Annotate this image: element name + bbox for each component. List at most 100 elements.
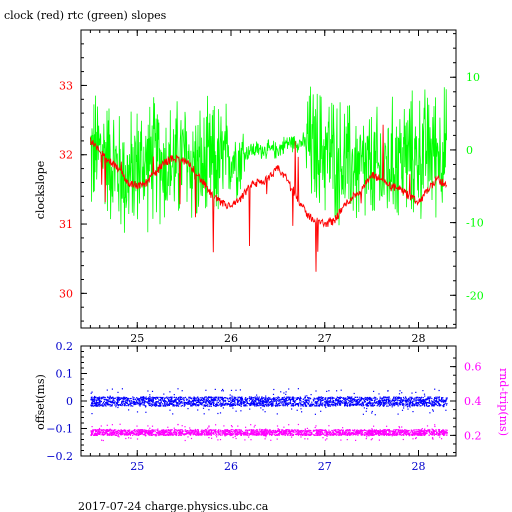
offset-series-point-group-point bbox=[355, 403, 357, 405]
offset-series-point-group-point bbox=[383, 402, 385, 405]
offset-series-point-group-point bbox=[297, 388, 299, 390]
round-trip-series-point-group-point bbox=[387, 430, 390, 432]
offset-series-point-group-point bbox=[222, 398, 224, 400]
round-trip-series-point-group-point bbox=[437, 434, 439, 436]
offset-series-point-group-point bbox=[160, 401, 162, 403]
offset-series-point-group-point bbox=[405, 399, 408, 401]
offset-series-point-group-point bbox=[348, 399, 350, 401]
offset-series-point-group-point bbox=[435, 396, 437, 398]
offset-series-point-group-point bbox=[399, 401, 401, 404]
offset-series-point-group-point bbox=[425, 402, 427, 404]
round-trip-series-point-group-point bbox=[208, 434, 211, 436]
offset-series-point-group-point bbox=[285, 393, 287, 395]
offset-series-point-group-point bbox=[112, 398, 114, 400]
offset-series-point-group-point bbox=[128, 403, 130, 405]
offset-series-point-group-point bbox=[125, 401, 128, 404]
round-trip-series-point-group-point bbox=[157, 432, 159, 435]
offset-series-point-group-point bbox=[308, 403, 310, 405]
round-trip-series-point-group-point bbox=[266, 430, 268, 432]
offset-series-point-group-point bbox=[179, 396, 181, 398]
offset-series-point-group-point bbox=[315, 390, 317, 392]
round-trip-series-point-group-point bbox=[250, 439, 252, 441]
offset-series-point-group-point bbox=[394, 397, 396, 399]
round-trip-series-point-group-point bbox=[259, 428, 261, 430]
offset-series-point-group-point bbox=[398, 396, 401, 398]
round-trip-series-point-group-point bbox=[251, 430, 253, 432]
offset-series-point-group-point bbox=[262, 400, 264, 402]
offset-series-point-group-point bbox=[264, 401, 266, 404]
round-trip-series-point-group-point bbox=[403, 431, 405, 434]
offset-series-point-group-point bbox=[333, 401, 335, 403]
offset-series-point-group-point bbox=[249, 397, 251, 400]
offset-series-point-group-point bbox=[152, 403, 154, 405]
round-trip-series-point-group-point bbox=[370, 439, 372, 441]
offset-series-point-group-point bbox=[261, 396, 263, 398]
offset-series-point-group-point bbox=[327, 403, 329, 405]
round-trip-series-point-group-point bbox=[142, 433, 144, 436]
round-trip-series-point-group-point bbox=[102, 439, 104, 442]
offset-series-point-group-point bbox=[196, 401, 199, 403]
offset-series-point-group-point bbox=[214, 388, 216, 390]
offset-series-point-group-point bbox=[213, 400, 215, 402]
round-trip-series-point-group-point bbox=[350, 434, 352, 436]
offset-series-point-group-point bbox=[396, 401, 398, 404]
round-trip-series-point-group-point bbox=[265, 434, 268, 436]
offset-series-point-group-point bbox=[100, 400, 102, 402]
offset-series-point-group-point bbox=[267, 403, 269, 405]
round-trip-series-point-group-point bbox=[244, 429, 247, 431]
offset-series-point-group-point bbox=[162, 405, 164, 407]
round-trip-series-point-group-point bbox=[360, 429, 363, 431]
offset-series-point-group-point bbox=[151, 390, 154, 392]
offset-series-point-group-point bbox=[298, 403, 300, 405]
offset-series-point-group-point bbox=[307, 402, 309, 405]
offset-series-point-group-point bbox=[173, 396, 176, 398]
round-trip-series-point-group-point bbox=[392, 431, 394, 433]
offset-series-point-group-point bbox=[375, 396, 377, 399]
offset-series-point-group-point bbox=[366, 398, 368, 400]
round-trip-series-point-group-point bbox=[91, 432, 93, 434]
offset-series-point-group-point bbox=[297, 404, 300, 406]
offset-series-point-group-point bbox=[401, 409, 404, 411]
offset-series-point-group-point bbox=[255, 400, 257, 402]
round-trip-series-point-group-point bbox=[309, 430, 311, 432]
round-trip-series-point-group-point bbox=[385, 432, 387, 434]
round-trip-series-point-group-point bbox=[194, 431, 197, 433]
offset-series-point-group-point bbox=[431, 403, 433, 405]
offset-series-point-group-point bbox=[347, 396, 349, 398]
offset-series-point-group-point bbox=[154, 403, 156, 406]
offset-series-point-group-point bbox=[135, 401, 137, 403]
round-trip-series-point-group-point bbox=[389, 434, 391, 436]
round-trip-series-point-group-point bbox=[112, 430, 114, 432]
offset-series-point-group-point bbox=[356, 396, 358, 398]
round-trip-series-point-group-point bbox=[110, 434, 112, 436]
round-trip-series-point-group-point bbox=[305, 432, 307, 434]
offset-series-point-group-point bbox=[127, 398, 129, 400]
round-trip-series-point-group-point bbox=[179, 431, 181, 433]
offset-series-point-group-point bbox=[147, 401, 149, 403]
round-trip-series-point-group-point bbox=[290, 434, 292, 436]
offset-series-point-group-point bbox=[230, 402, 232, 404]
offset-series-point-group-point bbox=[329, 396, 331, 398]
offset-series-point-group-point bbox=[197, 404, 199, 406]
round-trip-series-point-group-point bbox=[362, 430, 364, 432]
offset-series-point-group-point bbox=[173, 404, 175, 407]
offset-series-point-group-point bbox=[121, 404, 123, 406]
offset-series-point-group-point bbox=[302, 404, 304, 406]
round-trip-series-point-group-point bbox=[316, 431, 318, 433]
offset-series-point-group-point bbox=[418, 401, 420, 403]
round-trip-series-point-group-point bbox=[173, 429, 175, 432]
offset-series-point-group-point bbox=[299, 396, 301, 398]
offset-series-point-group-point bbox=[185, 401, 187, 404]
round-trip-series-point-group-point bbox=[157, 431, 159, 433]
offset-series-point-group-point bbox=[360, 403, 362, 405]
round-trip-series-point-group-point bbox=[211, 433, 213, 435]
round-trip-series-point-group-point bbox=[423, 429, 425, 431]
round-trip-series-point-group-point bbox=[309, 431, 311, 433]
offset-series-point-group-point bbox=[164, 405, 166, 407]
offset-series-point-group-point bbox=[384, 396, 387, 398]
round-trip-series-point-group-point bbox=[222, 432, 224, 434]
round-trip-series-point-group-point bbox=[387, 433, 389, 436]
offset-series-point-group-point bbox=[404, 400, 406, 402]
round-trip-series-point-group-point bbox=[285, 432, 287, 434]
round-trip-series-point-group-point bbox=[335, 429, 337, 431]
